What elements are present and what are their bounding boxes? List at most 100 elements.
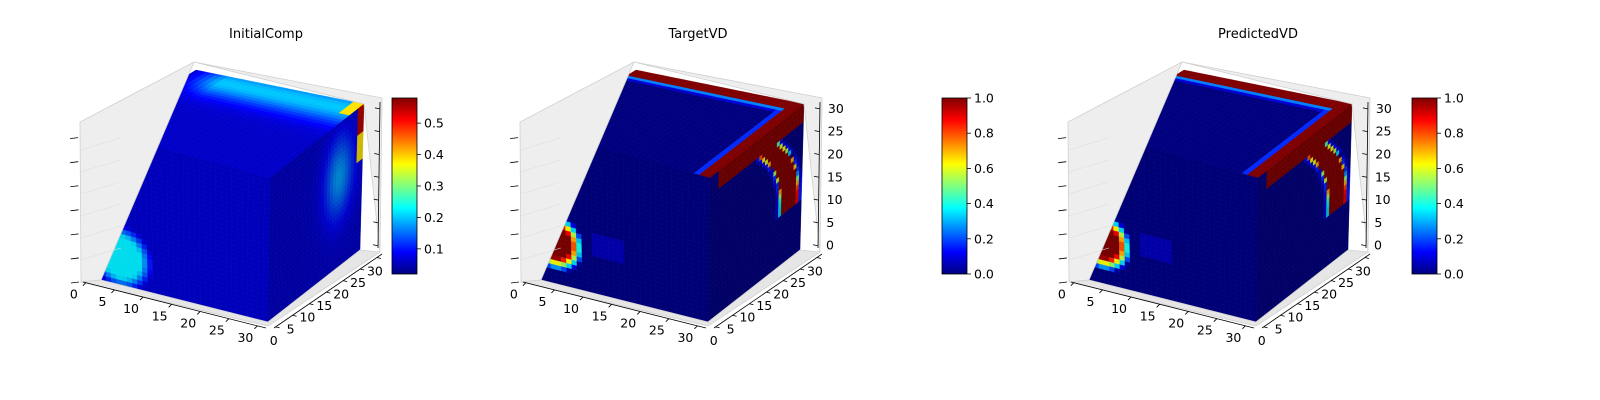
z-tick-label: 25 [1376,124,1392,139]
x-tick-label: 0 [510,287,518,302]
y-tick-label: 5 [727,321,735,336]
y-tick-label: 0 [1258,333,1266,348]
colorbar: 0.1 0.2 0.3 0.4 0.5 [391,97,444,275]
colorbar-tick-label: 0.2 [1444,231,1464,246]
voxel-cube [535,69,805,323]
x-tick-label: 20 [1168,315,1184,330]
z-axis-line [377,101,381,249]
y-tick-label: 20 [773,287,789,302]
x-tick-label: 25 [209,323,225,338]
x-axis-line [82,281,267,329]
colorbar-tick-label: 1.0 [1444,91,1464,106]
y-tick-label: 10 [1287,310,1303,325]
panel-targetvd: TargetVD 0 5 10 15 20 25 30 0510152025300510152… [510,27,994,348]
colorbar-tick-label: 0.4 [424,147,444,162]
y-tick-label: 25 [1338,275,1354,290]
x-tick-label: 0 [70,287,78,302]
z-tick-label: 5 [1374,215,1382,230]
colorbar-gradient [391,97,418,275]
y-tick-label: 15 [756,298,772,313]
colorbar-tick-label: 0.0 [974,267,994,282]
x-tick-label: 5 [538,294,546,309]
colorbar-gradient [1411,97,1438,275]
x-tick-label: 15 [1140,308,1156,323]
colorbar-tick-label: 0.3 [424,179,444,194]
x-tick-label: 0 [1058,287,1066,302]
z-tick-label: 5 [826,215,834,230]
axis-pane-floor [80,249,382,327]
z-tick-label: 30 [1376,101,1392,116]
y-axis-line [273,253,383,329]
panel-predictedvd: PredictedVD 0 5 10 15 20 25 30 0510152025300510… [1058,27,1464,348]
y-tick-label: 30 [807,263,823,278]
z-tick-label: 15 [827,169,843,184]
x-tick-label: 15 [152,308,168,323]
z-tick-label: 0 [826,238,834,253]
y-tick-label: 20 [333,287,349,302]
z-tick-label: 20 [827,146,843,161]
z-tick-label: 10 [1375,192,1391,207]
y-tick-label: 25 [790,275,806,290]
y-tick-label: 10 [299,310,315,325]
colorbar-tick-label: 0.6 [1444,161,1464,176]
y-axis-line [713,253,823,329]
y-tick-label: 30 [367,263,383,278]
colorbar-tick-label: 0.1 [424,241,444,256]
y-tick-label: 15 [316,298,332,313]
x-tick-label: 30 [1225,330,1241,345]
chart-title: TargetVD [667,27,727,42]
z-tick-label: 25 [828,124,844,139]
x-tick-label: 5 [98,294,106,309]
x-tick-label: 30 [237,330,253,345]
colorbar-tick-label: 0.4 [1444,196,1464,211]
chart-title: InitialComp [229,27,303,42]
colorbar-gradient [941,97,968,275]
colorbar: 0.0 0.2 0.4 0.6 0.8 1.0 [941,91,994,282]
y-tick-label: 0 [710,333,718,348]
voxel-cube [95,69,365,323]
x-tick-label: 10 [123,301,139,316]
y-tick-label: 5 [1275,321,1283,336]
y-tick-label: 25 [350,275,366,290]
y-tick-label: 30 [1355,263,1371,278]
x-axis-line [1070,281,1255,329]
x-tick-label: 15 [592,308,608,323]
voxel-cube [1083,69,1353,323]
x-tick-label: 20 [180,315,196,330]
z-tick-label: 10 [827,192,843,207]
y-tick-label: 10 [739,310,755,325]
colorbar-tick-label: 0.0 [1444,267,1464,282]
colorbar-tick-label: 0.6 [974,161,994,176]
x-tick-label: 25 [1197,323,1213,338]
z-axis-line [1365,101,1369,249]
x-axis-line [522,281,707,329]
colorbar-tick-label: 0.4 [974,196,994,211]
colorbar-tick-label: 0.5 [424,116,444,131]
x-tick-label: 20 [620,315,636,330]
axis-pane-floor [520,249,822,327]
y-tick-label: 0 [270,333,278,348]
z-tick-label: 15 [1375,169,1391,184]
colorbar: 0.0 0.2 0.4 0.6 0.8 1.0 [1411,91,1464,282]
colorbar-tick-label: 0.8 [1444,126,1464,141]
x-tick-label: 10 [1111,301,1127,316]
x-tick-label: 5 [1086,294,1094,309]
colorbar-tick-label: 0.8 [974,126,994,141]
z-axis-line [817,101,821,249]
colorbar-tick-label: 1.0 [974,91,994,106]
z-tick-label: 30 [828,101,844,116]
colorbar-tick-label: 0.2 [424,210,444,225]
x-tick-label: 25 [649,323,665,338]
y-tick-label: 5 [287,321,295,336]
colorbar-tick-label: 0.2 [974,231,994,246]
z-tick-label: 20 [1375,146,1391,161]
chart-title: PredictedVD [1218,27,1298,42]
x-tick-label: 30 [677,330,693,345]
z-tick-label: 0 [1374,238,1382,253]
y-tick-label: 20 [1321,287,1337,302]
